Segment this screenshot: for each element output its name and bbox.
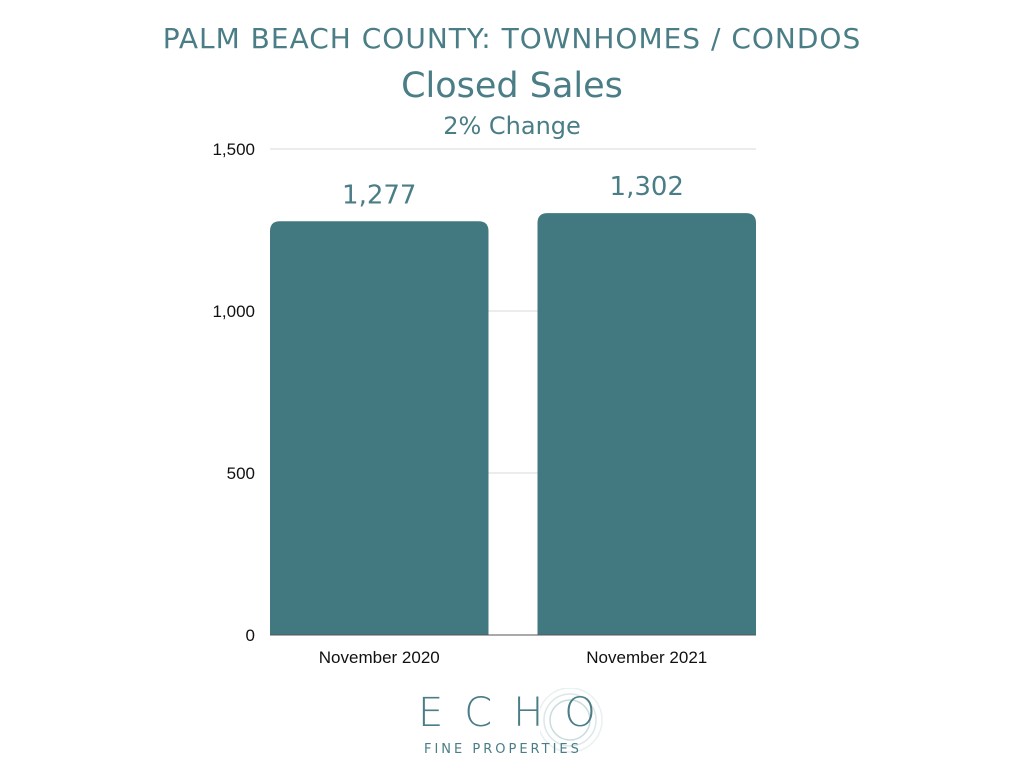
echo-logo: ECHO FINE PROPERTIES <box>412 688 612 764</box>
chart-subtitle: 2% Change <box>443 112 581 140</box>
y-tick-label: 500 <box>227 464 255 483</box>
logo-tagline: FINE PROPERTIES <box>424 742 582 757</box>
y-tick-label: 1,000 <box>212 302 255 321</box>
bar <box>537 213 756 636</box>
data-label: 1,277 <box>342 180 416 210</box>
logo-rings-icon <box>540 688 603 753</box>
chart-title: Closed Sales <box>401 66 623 106</box>
data-label: 1,302 <box>610 172 684 202</box>
chart-region-title: PALM BEACH COUNTY: TOWNHOMES / CONDOS <box>162 22 862 55</box>
y-tick-label: 0 <box>246 626 255 645</box>
y-tick-label: 1,500 <box>212 140 255 159</box>
x-tick-label: November 2021 <box>586 648 707 667</box>
logo-wordmark: ECHO <box>418 690 617 736</box>
x-tick-label: November 2020 <box>319 648 440 667</box>
bar <box>270 221 489 635</box>
